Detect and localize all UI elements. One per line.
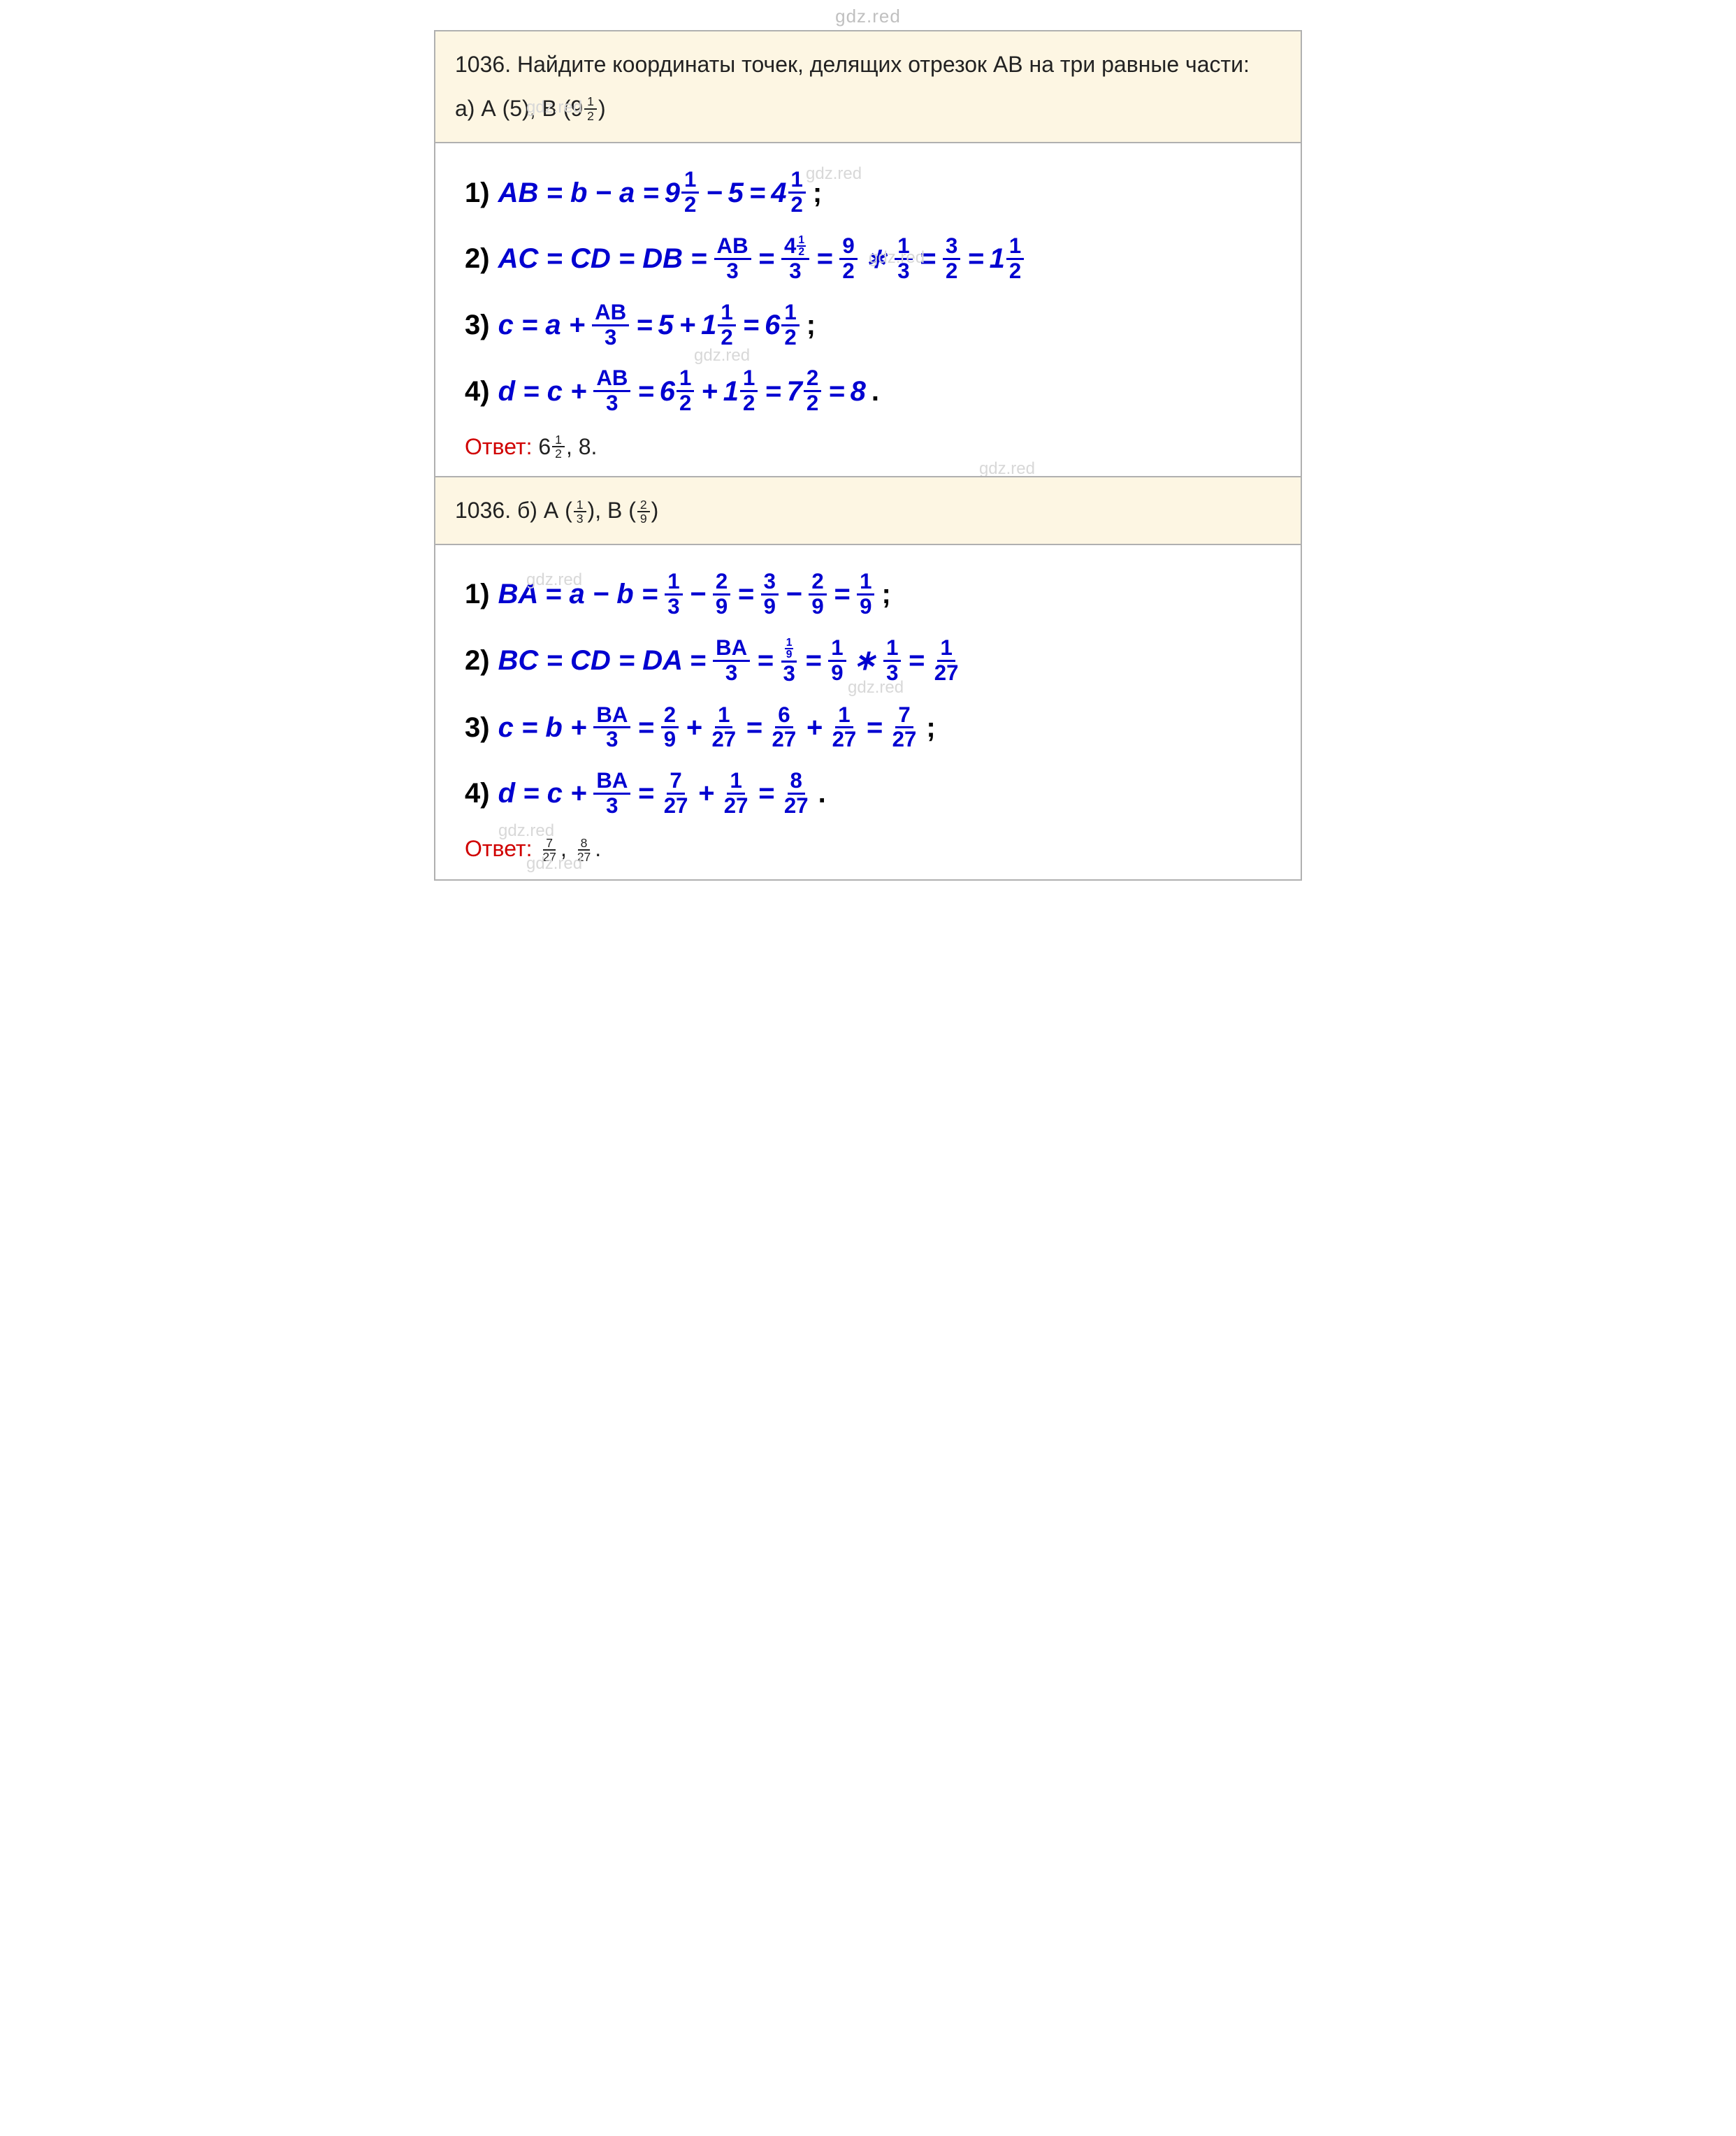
step-3: 3) c = a + AB3 = 5 + 112 = 612; — [465, 301, 1278, 349]
solution-body-b: gdz.red gdz.red gdz.red 1) BA = a − b = … — [435, 545, 1301, 879]
watermark-top: gdz.red — [434, 0, 1302, 30]
part-label: а) — [455, 96, 481, 121]
point-b-label: В ( — [542, 96, 570, 121]
point-b-close: ) — [598, 96, 606, 121]
point-b-close: ) — [651, 498, 659, 523]
point-b-label: В ( — [607, 498, 636, 523]
step-3b: 3) c = b + BA3 = 29 + 127 = 627 + 127 = … — [465, 704, 1278, 752]
point-b-value: 912 — [570, 91, 598, 127]
problem-header-a: 1036. Найдите координаты точек, делящих … — [435, 31, 1301, 143]
step-4b: 4) d = c + BA3 = 727 + 127 = 827. — [465, 770, 1278, 818]
step-1b: 1) BA = a − b = 13 − 29 = 39 − 29 = 19; — [465, 570, 1278, 619]
watermark-icon: gdz.red — [694, 346, 750, 366]
answer-b: Ответ: 727, 827. — [465, 836, 1278, 864]
step-2: 2) AC = CD = DB = AB3 = 4123 = 92 ∗ 13 =… — [465, 235, 1278, 283]
watermark-icon: gdz.red — [979, 459, 1035, 477]
card-a: 1036. Найдите координаты точек, делящих … — [434, 30, 1302, 477]
step-1: 1) AB = b − a = 912 − 5 = 412; — [465, 168, 1278, 217]
task-number: 1036. — [455, 52, 517, 77]
solution-body-a: gdz.red gdz.red gdz.red 1) AB = b − a = … — [435, 143, 1301, 475]
point-a-label: А ( — [544, 498, 572, 523]
point-a-label: А ( — [481, 96, 509, 121]
point-a-close: ), — [522, 96, 542, 121]
answer-label: Ответ: — [465, 836, 538, 861]
problem-header-b: 1036. б) А (13), В (29) — [435, 477, 1301, 545]
point-a-value: 5 — [509, 96, 522, 121]
page: gdz.red 1036. Найдите координаты точек, … — [434, 0, 1302, 881]
step-2b: 2) BC = CD = DA = BA3 = 193 = 19 ∗ 13 = … — [465, 636, 1278, 685]
part-label: б) — [517, 498, 544, 523]
answer-a: Ответ: 612, 8. — [465, 433, 1278, 461]
step-4: 4) d = c + AB3 = 612 + 112 = 722 = 8. — [465, 367, 1278, 415]
task-text: Найдите координаты точек, делящих отрезо… — [517, 52, 1250, 77]
answer-label: Ответ: — [465, 434, 538, 459]
card-b: 1036. б) А (13), В (29) gdz.red gdz.red … — [434, 477, 1302, 881]
task-number: 1036. — [455, 498, 517, 523]
point-a-close: ), — [588, 498, 607, 523]
